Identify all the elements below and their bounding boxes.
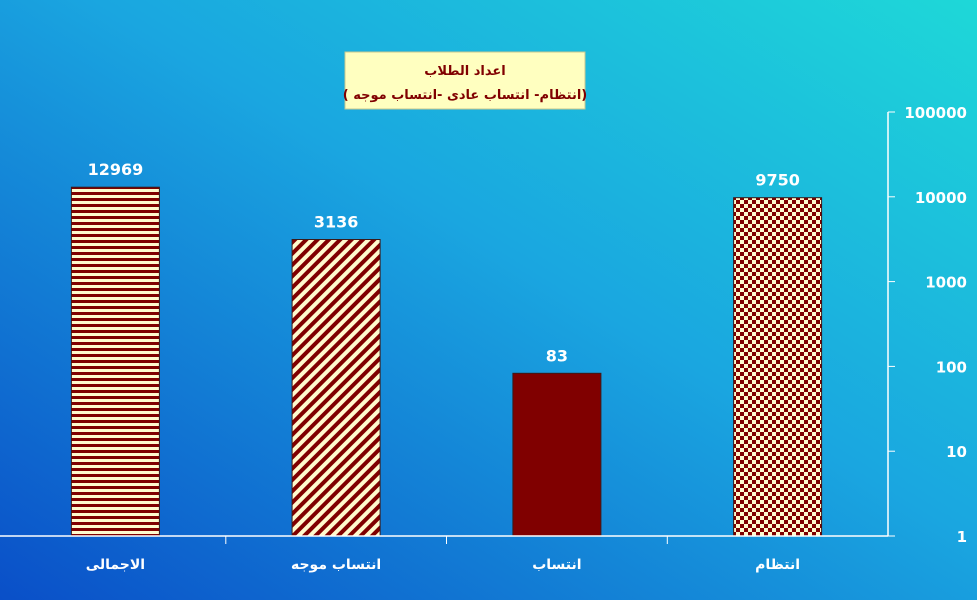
category-label-1: انتساب موجه — [291, 557, 381, 573]
bar-0 — [70, 186, 160, 537]
data-label-3: 9750 — [755, 171, 800, 190]
data-label-2: 83 — [546, 346, 568, 365]
bar-2 — [512, 372, 602, 537]
y-tick-label-3: 1000 — [925, 274, 967, 292]
y-tick-label-4: 10000 — [915, 189, 967, 207]
bar-3 — [733, 197, 823, 537]
y-tick-label-5: 100000 — [904, 104, 967, 122]
bar-1 — [291, 239, 381, 537]
y-tick-label-1: 10 — [946, 443, 967, 461]
bars-layer — [70, 186, 823, 537]
y-tick-label-2: 100 — [936, 358, 967, 376]
axes-layer: 1 10 100 1000 10000 100000 — [0, 104, 967, 546]
data-labels-layer: 12969 الاجمالى 3136 انتساب موجه 83 انتساب 9750… — [86, 160, 800, 573]
data-label-1: 3136 — [314, 213, 359, 232]
chart-title: اعداد الطلاب — [424, 64, 505, 79]
category-label-2: انتساب — [532, 557, 581, 573]
chart-subtitle: (انتظام- انتساب عادى -انتساب موجه ) — [343, 88, 587, 103]
category-label-0: الاجمالى — [86, 557, 145, 573]
y-tick-label-0: 1 — [957, 528, 967, 546]
category-label-3: انتظام — [755, 557, 800, 573]
data-label-0: 12969 — [88, 160, 144, 179]
title-box: اعداد الطلاب (انتظام- انتساب عادى -انتسا… — [343, 51, 587, 110]
